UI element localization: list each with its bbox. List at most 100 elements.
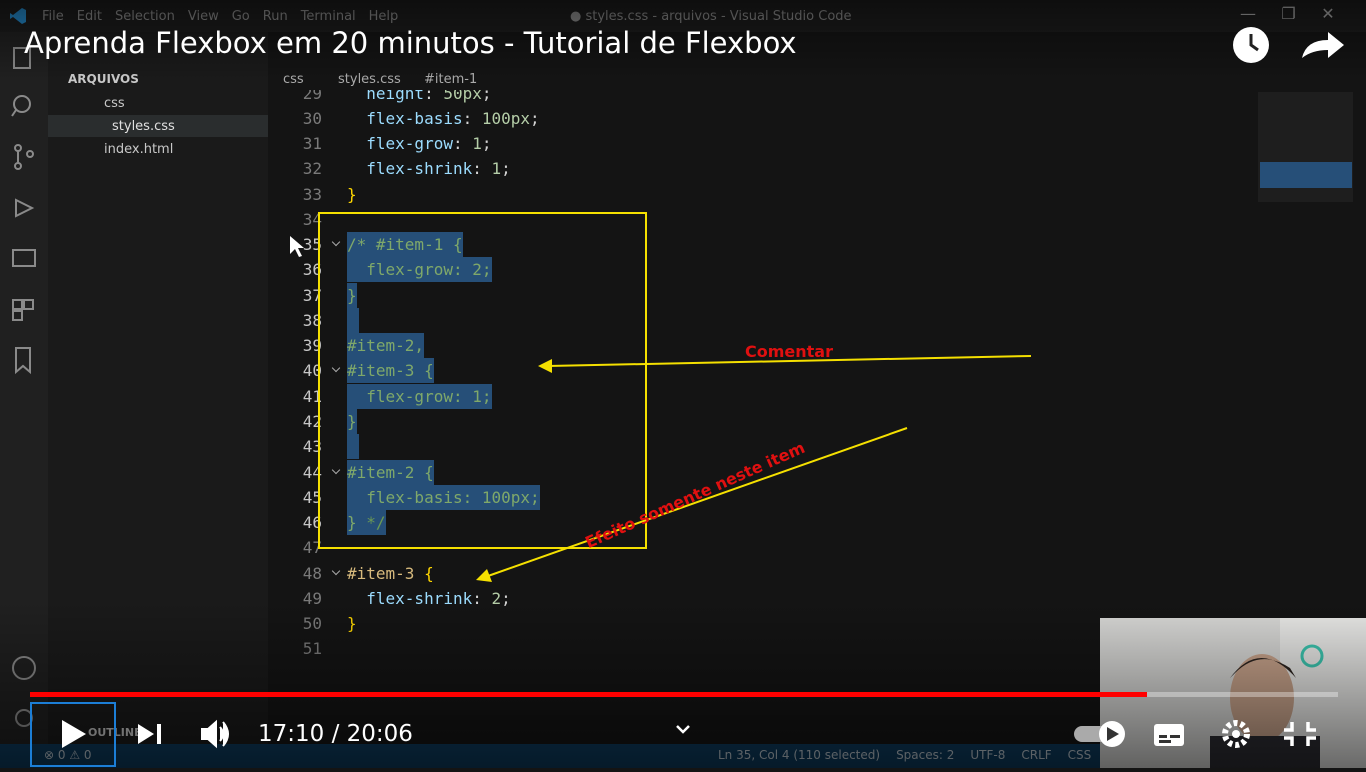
- file-selected-bg: [48, 115, 268, 137]
- line-number: 45: [302, 487, 322, 507]
- code-line: 33}: [268, 182, 1258, 207]
- code-text: #item-3 {: [347, 561, 434, 586]
- code-token: 2: [491, 588, 502, 608]
- line-number: 35: [302, 235, 322, 255]
- code-editor: 29 height: 50px; 30 flex-basis: 100px; 31 …: [268, 90, 1258, 744]
- code-token: ;: [481, 90, 492, 103]
- time-display: 17:10 / 20:06: [258, 721, 413, 747]
- code-token: #item-3: [347, 563, 415, 583]
- code-token: flex-grow: [347, 134, 453, 154]
- code-token: flex-basis: 100px;: [347, 487, 540, 507]
- code-line: 44 #item-2 {: [268, 459, 1258, 485]
- code-token: ;: [481, 134, 492, 154]
- line-number: 29: [302, 90, 322, 103]
- top-controls[interactable]: [1230, 24, 1350, 68]
- line-number: 43: [302, 437, 322, 457]
- minimap-selection: [1260, 162, 1352, 188]
- code-token: #item-3 {: [347, 361, 434, 381]
- code-text: flex-shrink: 1;: [347, 156, 511, 181]
- video-title[interactable]: Aprenda Flexbox em 20 minutos - Tutorial…: [24, 26, 797, 60]
- code-line: 34: [268, 207, 1258, 232]
- line-number: 32: [302, 159, 322, 179]
- code-token: 1: [472, 134, 482, 154]
- code-line: 37}: [268, 282, 1258, 308]
- line-number: 36: [302, 260, 322, 280]
- code-line: 38: [268, 307, 1258, 333]
- play-button[interactable]: [62, 720, 86, 748]
- line-number: 47: [302, 538, 322, 558]
- code-text: }: [347, 182, 357, 207]
- code-token: }: [347, 513, 357, 533]
- line-number: 34: [302, 209, 322, 229]
- progress-played: [30, 692, 1147, 697]
- code-line: 30 flex-basis: 100px;: [268, 106, 1258, 131]
- code-text: flex-grow: 1;: [347, 131, 492, 156]
- code-token: flex-shrink: [347, 159, 473, 179]
- code-text: [347, 307, 359, 333]
- line-number: 39: [302, 336, 322, 356]
- folder[interactable]: css: [104, 96, 125, 111]
- highlight-box: [318, 212, 647, 549]
- code-line: 47: [268, 535, 1258, 560]
- code-token: 1: [491, 159, 502, 179]
- code-token: flex-grow: 1;: [347, 386, 492, 406]
- file[interactable]: index.html: [104, 142, 174, 157]
- line-number: 48: [302, 563, 322, 583]
- code-token: }: [347, 184, 357, 204]
- settings-button[interactable]: [1222, 720, 1250, 748]
- line-number: 40: [302, 361, 322, 381]
- line-number: 33: [302, 184, 322, 204]
- code-token: :: [462, 108, 482, 128]
- code-text: #item-2 {: [347, 459, 434, 485]
- code-text: #item-2,: [347, 333, 425, 359]
- code-line: 45 flex-basis: 100px;: [268, 484, 1258, 510]
- code-text: }: [347, 409, 357, 434]
- code-token: ;: [501, 588, 511, 608]
- code-token: :: [472, 159, 492, 179]
- code-line: 32 flex-shrink: 1;: [268, 156, 1258, 181]
- code-token: :: [452, 134, 473, 154]
- code-token: 100px: [481, 108, 531, 128]
- exit-fullscreen-button[interactable]: [1284, 722, 1316, 746]
- line-number: 30: [302, 108, 322, 128]
- code-line: 40 #item-3 {: [268, 358, 1258, 384]
- player-controls: [30, 702, 1316, 767]
- code-token: */: [356, 513, 386, 533]
- code-text: flex-grow: 1;: [347, 383, 492, 409]
- code-token: /* #item-1 {: [347, 235, 463, 255]
- code-token: flex-grow: 2;: [347, 260, 492, 280]
- code-token: #item-2,: [347, 336, 425, 356]
- code-line: 31 flex-grow: 1;: [268, 131, 1258, 156]
- arrow: [547, 355, 1032, 367]
- code-line: 36 flex-grow: 2;: [268, 257, 1258, 283]
- line-number: 46: [302, 513, 322, 533]
- arrow-head: [538, 359, 552, 373]
- code-token: ;: [530, 108, 540, 128]
- next-button[interactable]: [138, 724, 161, 744]
- chapter-chevron[interactable]: [676, 725, 690, 734]
- line-number: 37: [302, 285, 322, 305]
- code-token: }: [347, 412, 357, 431]
- code-line: 48 #item-3 {: [268, 561, 1258, 586]
- code-text: [347, 434, 359, 460]
- code-line: 29 height: 50px;: [268, 90, 1258, 106]
- code-text: } */: [347, 510, 386, 536]
- top-gradient: [0, 0, 1366, 80]
- code-token: #item-2 {: [347, 462, 434, 482]
- arrow: [487, 427, 908, 577]
- code-token: :: [472, 588, 492, 608]
- volume-button[interactable]: [201, 719, 229, 749]
- file[interactable]: styles.css: [112, 119, 175, 134]
- code-text: flex-basis: 100px;: [347, 484, 540, 510]
- code-token: height: [347, 90, 425, 103]
- focus-ring: [30, 702, 116, 767]
- code-text: flex-basis: 100px;: [347, 106, 540, 131]
- line-number: 41: [302, 386, 322, 406]
- arrow-head: [476, 569, 492, 582]
- code-line: 35 /* #item-1 {: [268, 232, 1258, 258]
- code-text: height: 50px;: [347, 90, 492, 106]
- line-number: 44: [302, 462, 322, 482]
- code-text: #item-3 {: [347, 358, 434, 384]
- code-token: flex-basis: [347, 108, 463, 128]
